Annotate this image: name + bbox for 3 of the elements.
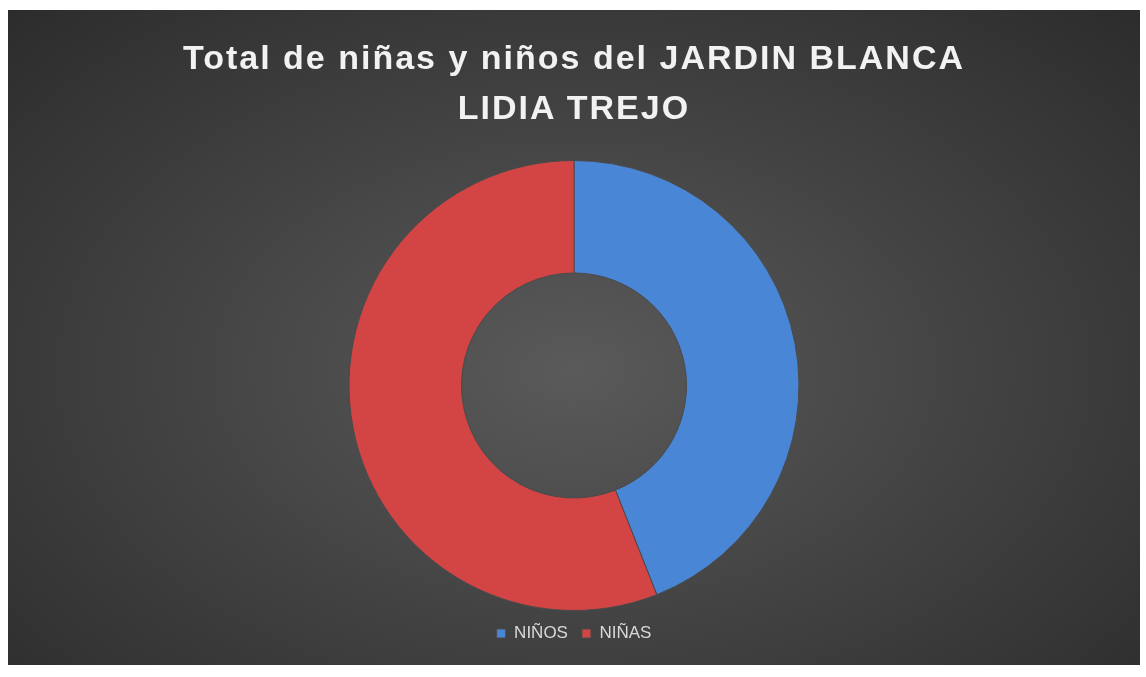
- legend-label: NIÑOS: [514, 623, 568, 643]
- chart-title: Total de niñas y niños del JARDIN BLANCA LIDIA TREJO: [181, 37, 967, 128]
- legend-label: NIÑAS: [599, 623, 652, 643]
